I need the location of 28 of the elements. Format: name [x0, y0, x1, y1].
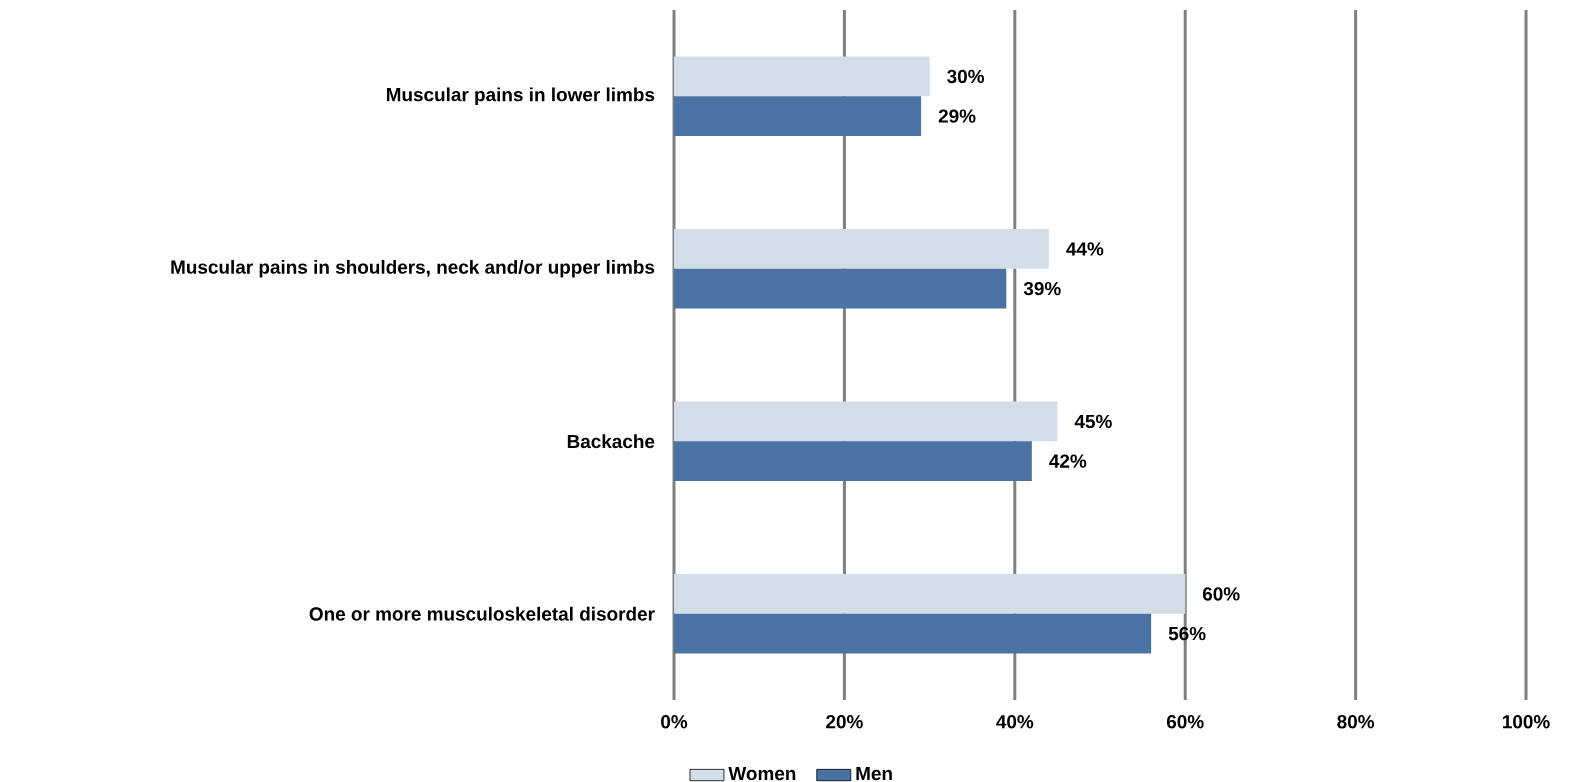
data-label: 45% — [1074, 414, 1112, 429]
x-tick-label: 60% — [1166, 715, 1204, 729]
x-tick-label: 40% — [996, 715, 1034, 729]
legend-label: Men — [856, 767, 892, 781]
y-tick-label: Backache — [567, 434, 655, 449]
legend-label: Women — [728, 767, 796, 781]
data-label: 60% — [1202, 587, 1240, 601]
data-label: 56% — [1168, 626, 1206, 641]
x-tick-label: 100% — [1502, 715, 1550, 729]
y-tick-label: Muscular pains in shoulders, neck and/or upper limbs — [171, 259, 655, 278]
bar — [674, 56, 930, 97]
data-label: 29% — [938, 109, 976, 123]
bar — [674, 613, 1152, 654]
data-label: 42% — [1049, 454, 1087, 468]
bar — [674, 96, 922, 136]
bar — [674, 401, 1058, 442]
bar — [674, 574, 1186, 614]
x-tick-label: 0% — [661, 715, 688, 729]
data-label: 44% — [1066, 242, 1104, 256]
y-tick-label: One or more musculoskeletal disorder — [309, 606, 655, 621]
x-tick-label: 80% — [1337, 715, 1375, 729]
bar — [674, 441, 1032, 481]
bar — [674, 268, 1007, 309]
data-label: 30% — [947, 69, 985, 84]
x-tick-label: 20% — [826, 715, 863, 729]
bar — [674, 229, 1049, 269]
data-label: 39% — [1023, 281, 1061, 296]
y-tick-label: Muscular pains in lower limbs — [386, 87, 655, 106]
